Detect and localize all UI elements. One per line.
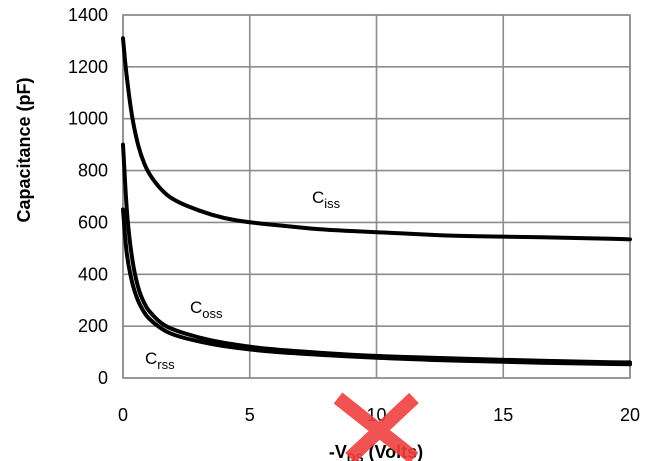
x-tick-labels: 0 5 10 15 20 (118, 405, 640, 425)
y-tick-label: 1000 (68, 109, 108, 129)
y-tick-label: 600 (78, 212, 108, 232)
series-lines (121, 36, 632, 367)
x-tick-label: 20 (620, 405, 640, 425)
series-label-crss: Crss (145, 349, 175, 372)
grid (122, 14, 631, 379)
y-axis-label: Capacitance (pF) (14, 77, 34, 222)
series-labels: Ciss Coss Crss (145, 188, 341, 372)
y-tick-label: 200 (78, 316, 108, 336)
series-line-coss (121, 142, 632, 365)
plot-border (122, 14, 631, 379)
y-tick-label: 800 (78, 161, 108, 181)
series-line-crss (121, 207, 632, 367)
y-tick-labels: 0 200 400 600 800 1000 1200 1400 (68, 5, 108, 388)
x-axis-label-prefix: -V (329, 442, 347, 461)
y-tick-label: 1200 (68, 57, 108, 77)
y-tick-label: 1400 (68, 5, 108, 25)
series-label-coss: Coss (190, 298, 223, 321)
watermark-stroke (345, 392, 419, 461)
x-tick-label: 15 (493, 405, 513, 425)
series-line-ciss (121, 36, 632, 242)
plot-frame (122, 14, 631, 379)
x-tick-label: 0 (118, 405, 128, 425)
y-tick-label: 400 (78, 264, 108, 284)
series-label-ciss: Ciss (312, 188, 341, 211)
x-tick-label: 5 (245, 405, 255, 425)
y-tick-label: 0 (98, 368, 108, 388)
watermark-x-mark (333, 392, 419, 461)
